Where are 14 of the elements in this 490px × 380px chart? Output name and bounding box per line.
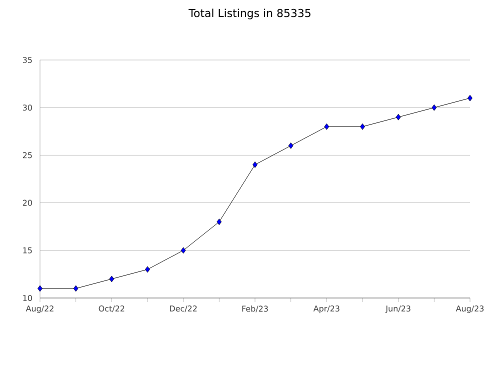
- chart-title: Total Listings in 85335: [188, 8, 310, 20]
- point: [38, 285, 42, 292]
- point: [396, 114, 401, 120]
- point: [216, 218, 222, 226]
- point: [288, 142, 294, 149]
- point: [73, 285, 78, 292]
- point: [432, 104, 437, 111]
- point: [180, 247, 186, 254]
- point: [324, 123, 330, 130]
- point: [252, 162, 258, 168]
- point: [360, 123, 365, 130]
- point: [145, 266, 150, 273]
- point: [468, 94, 472, 102]
- point: [109, 276, 114, 282]
